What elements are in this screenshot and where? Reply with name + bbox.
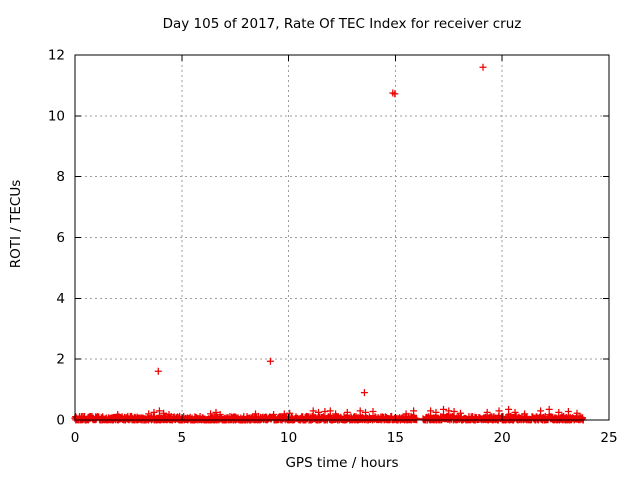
y-tick-label: 6 <box>56 230 65 246</box>
y-tick-label: 10 <box>48 108 65 124</box>
y-tick-label: 8 <box>56 169 65 185</box>
y-tick-label: 4 <box>56 291 65 307</box>
x-tick-label: 5 <box>178 430 187 446</box>
y-axis-label: ROTI / TECUs <box>8 179 24 269</box>
axis-tick-marks <box>74 54 610 421</box>
grid-lines <box>75 55 609 420</box>
y-tick-label: 12 <box>48 48 65 64</box>
y-tick-label: 0 <box>56 413 65 429</box>
x-axis-label: GPS time / hours <box>285 455 399 471</box>
x-tick-label: 10 <box>280 430 297 446</box>
x-tick-label: 15 <box>387 430 404 446</box>
x-tick-label: 0 <box>71 430 80 446</box>
data-points <box>71 63 587 424</box>
x-tick-label: 20 <box>494 430 511 446</box>
y-tick-label: 2 <box>56 352 65 368</box>
chart-title: Day 105 of 2017, Rate Of TEC Index for r… <box>162 16 522 32</box>
x-tick-label: 25 <box>600 430 617 446</box>
